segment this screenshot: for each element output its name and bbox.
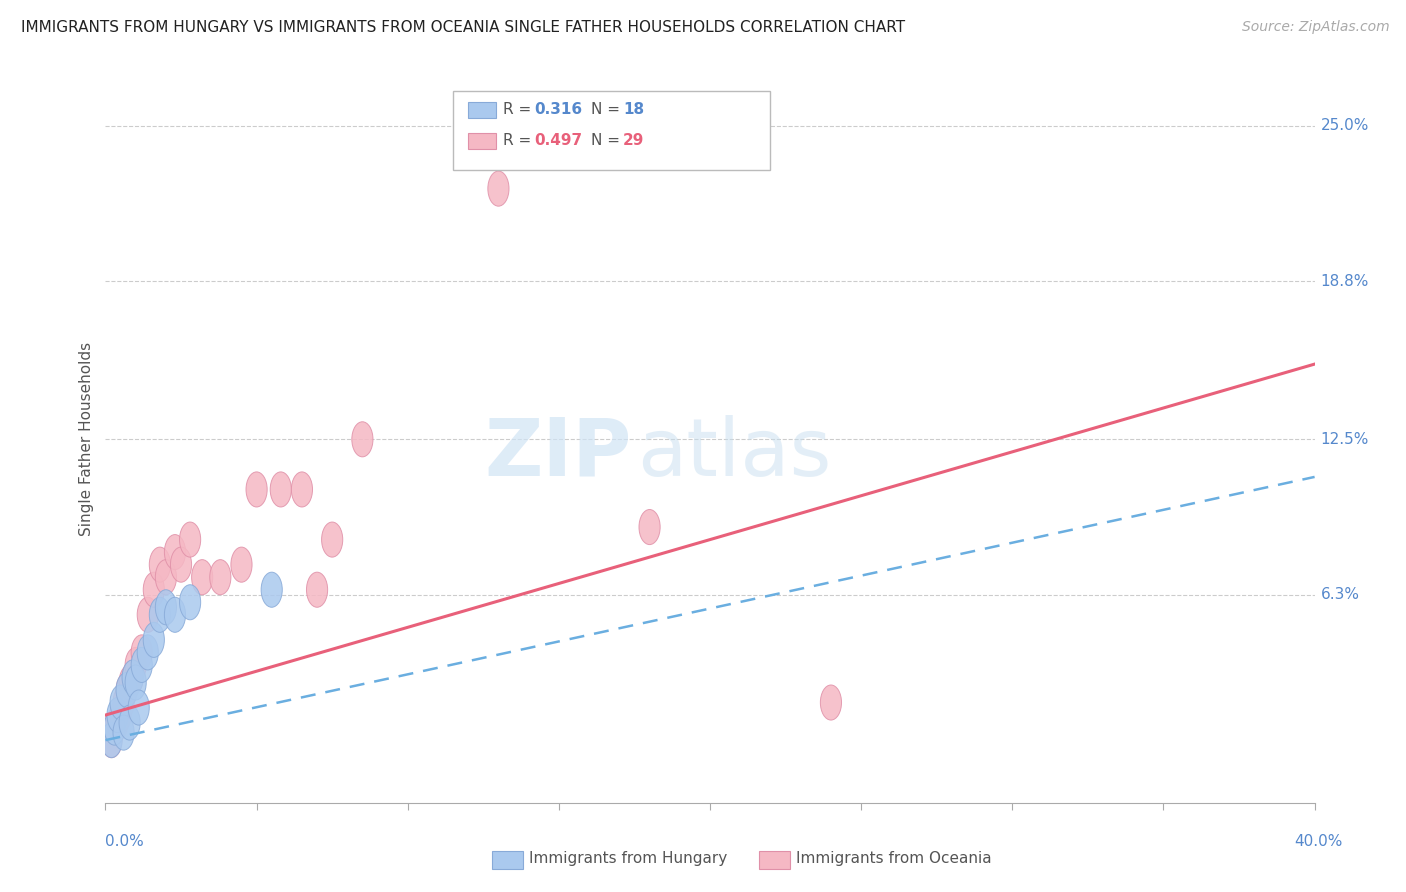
Ellipse shape [120,705,141,740]
Ellipse shape [488,171,509,206]
Ellipse shape [820,685,842,720]
Text: 29: 29 [623,134,644,148]
Ellipse shape [638,509,661,545]
Text: 25.0%: 25.0% [1320,119,1369,134]
Ellipse shape [270,472,291,507]
Y-axis label: Single Father Households: Single Father Households [79,343,94,536]
Text: R =: R = [503,134,537,148]
Ellipse shape [110,698,131,732]
Ellipse shape [180,522,201,558]
Ellipse shape [101,723,122,757]
Ellipse shape [117,673,138,707]
Text: atlas: atlas [637,415,832,493]
Ellipse shape [117,673,138,707]
Ellipse shape [231,547,252,582]
Ellipse shape [149,547,170,582]
Ellipse shape [155,590,177,624]
Text: Immigrants from Hungary: Immigrants from Hungary [529,851,727,865]
Text: 40.0%: 40.0% [1295,834,1343,848]
Text: 0.497: 0.497 [534,134,582,148]
Ellipse shape [246,472,267,507]
Ellipse shape [143,623,165,657]
Ellipse shape [322,522,343,558]
Ellipse shape [120,665,141,700]
Ellipse shape [165,534,186,570]
Text: R =: R = [503,103,537,117]
Ellipse shape [131,635,152,670]
Ellipse shape [104,710,125,745]
Ellipse shape [125,648,146,682]
Text: 0.316: 0.316 [534,103,582,117]
Text: ZIP: ZIP [484,415,631,493]
Text: N =: N = [591,103,624,117]
Text: 12.5%: 12.5% [1320,432,1369,447]
Ellipse shape [155,559,177,595]
Ellipse shape [291,472,312,507]
Ellipse shape [138,598,159,632]
Ellipse shape [262,572,283,607]
Ellipse shape [180,585,201,620]
Ellipse shape [209,559,231,595]
Text: 0.0%: 0.0% [105,834,145,848]
Text: 6.3%: 6.3% [1320,587,1360,602]
Ellipse shape [138,635,159,670]
Text: Immigrants from Oceania: Immigrants from Oceania [796,851,991,865]
Ellipse shape [128,690,149,725]
Ellipse shape [352,422,373,457]
Ellipse shape [149,598,170,632]
Ellipse shape [191,559,212,595]
Ellipse shape [170,547,191,582]
Ellipse shape [104,710,125,745]
Ellipse shape [307,572,328,607]
Ellipse shape [112,715,134,750]
Text: N =: N = [591,134,624,148]
Ellipse shape [143,572,165,607]
Ellipse shape [101,723,122,757]
Text: IMMIGRANTS FROM HUNGARY VS IMMIGRANTS FROM OCEANIA SINGLE FATHER HOUSEHOLDS CORR: IMMIGRANTS FROM HUNGARY VS IMMIGRANTS FR… [21,20,905,35]
Text: 18: 18 [623,103,644,117]
Ellipse shape [107,705,128,740]
Ellipse shape [165,598,186,632]
Text: Source: ZipAtlas.com: Source: ZipAtlas.com [1241,20,1389,34]
Ellipse shape [122,660,143,695]
Ellipse shape [125,665,146,700]
Ellipse shape [107,698,128,732]
Ellipse shape [122,660,143,695]
Ellipse shape [112,685,134,720]
Ellipse shape [131,648,152,682]
Text: 18.8%: 18.8% [1320,274,1369,289]
Ellipse shape [110,685,131,720]
